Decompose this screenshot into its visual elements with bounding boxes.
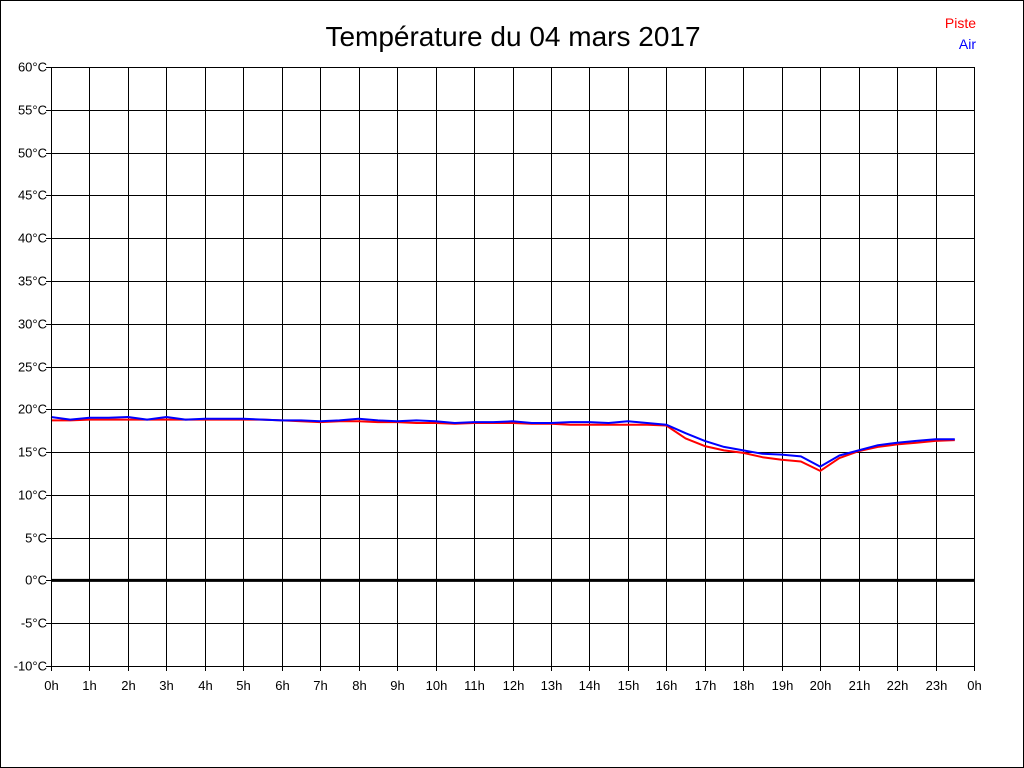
series-line-air <box>50 416 955 468</box>
x-tick-label: 17h <box>695 678 717 693</box>
y-tick-label: 55°C <box>18 103 47 118</box>
x-tick-label: 10h <box>426 678 448 693</box>
x-tick-label: 20h <box>810 678 832 693</box>
x-tick-label: 5h <box>236 678 250 693</box>
x-tick-label: 4h <box>198 678 212 693</box>
y-tick-label: 25°C <box>18 360 47 375</box>
y-tick-label: -5°C <box>21 616 47 631</box>
legend-entry-piste: Piste <box>945 15 976 31</box>
x-tick-label: 15h <box>618 678 640 693</box>
legend-entry-air: Air <box>959 36 976 52</box>
x-tick-label: 18h <box>733 678 755 693</box>
x-tick-label: 3h <box>159 678 173 693</box>
x-tick-label: 13h <box>541 678 563 693</box>
x-tick-label: 7h <box>313 678 327 693</box>
x-tick-label: 16h <box>656 678 678 693</box>
x-tick-label: 8h <box>352 678 366 693</box>
legend: Piste Air <box>945 15 976 52</box>
x-tick-label: 19h <box>772 678 794 693</box>
x-tick-label: 2h <box>121 678 135 693</box>
x-tick-label: 12h <box>503 678 525 693</box>
y-tick-label: 35°C <box>18 274 47 289</box>
x-tick-label: 22h <box>887 678 909 693</box>
x-tick-label: 11h <box>464 678 485 693</box>
y-tick-label: 15°C <box>18 445 47 460</box>
series-line-piste <box>51 418 955 472</box>
x-tick-label: 23h <box>926 678 948 693</box>
x-tick-label: 1h <box>82 678 96 693</box>
y-tick-label: -10°C <box>14 659 47 674</box>
y-tick-label: 50°C <box>18 146 47 161</box>
x-tick-label: 0h <box>44 678 58 693</box>
y-tick-label: 40°C <box>18 231 47 246</box>
x-tick-label: 14h <box>579 678 601 693</box>
y-tick-label: 60°C <box>18 60 47 75</box>
grid <box>51 67 975 667</box>
x-axis-ticks: 0h 1h 2h 3h 4h 5h 6h 7h 8h 9h 10h 11h 12h 13h 14h 15h 16… <box>44 666 982 693</box>
series-lines <box>50 416 955 472</box>
y-axis-ticks: -10°C -5°C 0°C 5°C 10°C 15°C 20°C 25°C 30°C 35°C 4… <box>14 60 51 674</box>
x-tick-label: 9h <box>390 678 404 693</box>
y-tick-label: 30°C <box>18 317 47 332</box>
x-tick-label: 6h <box>275 678 289 693</box>
y-tick-label: 0°C <box>25 573 47 588</box>
y-tick-label: 45°C <box>18 188 47 203</box>
x-tick-label: 0h <box>967 678 981 693</box>
y-tick-label: 10°C <box>18 488 47 503</box>
y-tick-label: 5°C <box>25 531 47 546</box>
x-tick-label: 21h <box>849 678 871 693</box>
y-tick-label: 20°C <box>18 402 47 417</box>
plot-border <box>51 67 975 667</box>
chart-title: Température du 04 mars 2017 <box>325 21 700 52</box>
